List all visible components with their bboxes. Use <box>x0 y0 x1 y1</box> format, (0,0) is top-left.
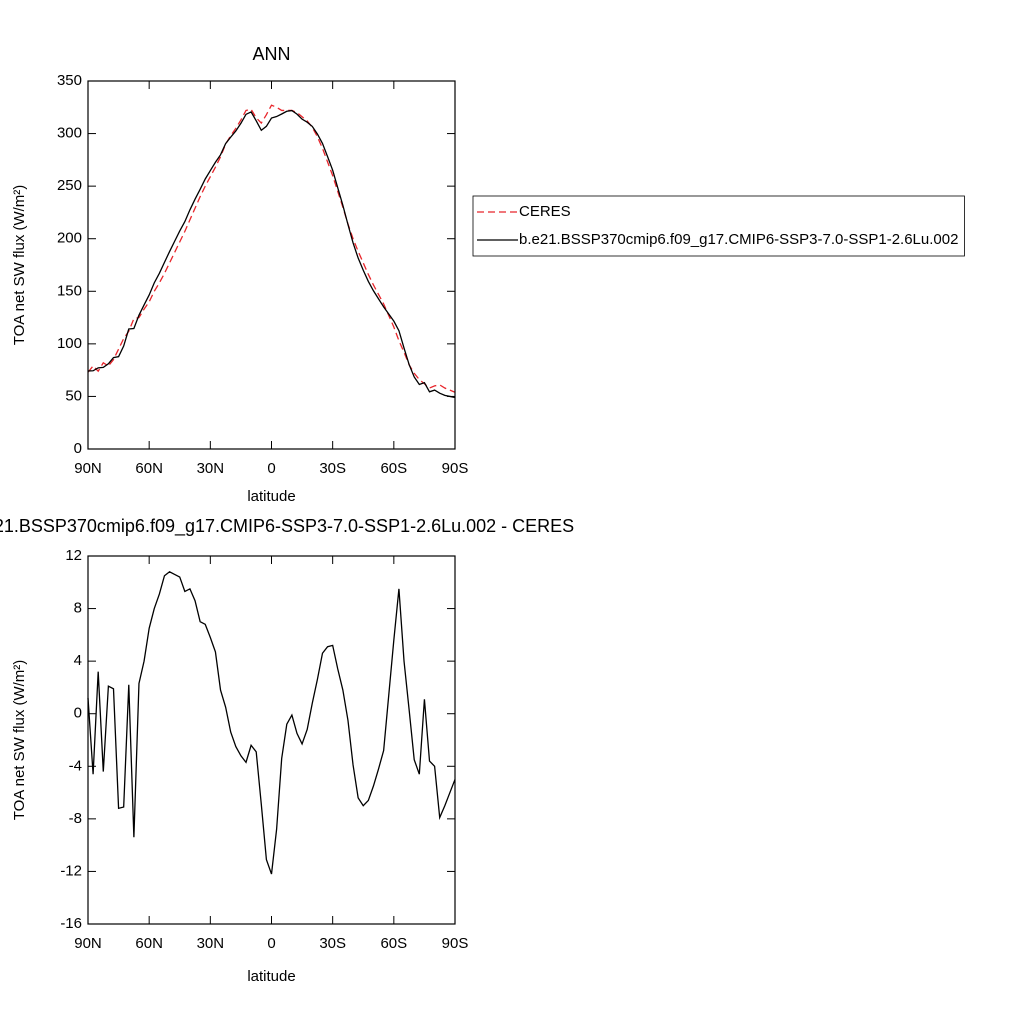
y-tick-label: 250 <box>57 177 82 194</box>
x-tick-label: 90N <box>74 460 102 477</box>
y-tick-label: 100 <box>57 335 82 352</box>
x-tick-label: 60N <box>135 935 163 952</box>
x-tick-label: 0 <box>267 460 275 477</box>
legend: CERES b.e21.BSSP370cmip6.f09_g17.CMIP6-SS… <box>472 195 965 257</box>
legend-label: CERES <box>519 203 571 220</box>
y-axis-label: TOA net SW flux (W/m²) <box>11 660 28 821</box>
y-tick-label: -16 <box>60 915 82 932</box>
x-tick-label: 90S <box>442 460 469 477</box>
series-line <box>87 104 456 393</box>
x-tick-label: 90S <box>442 935 469 952</box>
y-tick-label: 4 <box>74 652 82 669</box>
plot-frame <box>87 80 456 450</box>
y-tick-label: -12 <box>60 862 82 879</box>
y-tick-label: -4 <box>69 757 82 774</box>
y-axis-label: TOA net SW flux (W/m²) <box>11 185 28 346</box>
x-tick-label: 60S <box>380 935 407 952</box>
y-tick-label: 0 <box>74 440 82 457</box>
chart-title: b.e21.BSSP370cmip6.f09_g17.CMIP6-SSP3-7.… <box>0 516 574 537</box>
x-axis-label: latitude <box>247 488 295 505</box>
y-tick-label: -8 <box>69 810 82 827</box>
x-tick-label: 30S <box>319 935 346 952</box>
y-tick-label: 150 <box>57 282 82 299</box>
y-tick-label: 350 <box>57 72 82 89</box>
legend-box <box>472 195 965 257</box>
x-tick-label: 30N <box>197 460 225 477</box>
x-axis-label: latitude <box>247 968 295 985</box>
y-tick-label: 12 <box>65 547 82 564</box>
x-tick-label: 30S <box>319 460 346 477</box>
x-tick-label: 60S <box>380 460 407 477</box>
y-tick-label: 200 <box>57 230 82 247</box>
y-tick-label: 50 <box>65 387 82 404</box>
chart-title: ANN <box>252 44 290 64</box>
y-tick-label: 300 <box>57 125 82 142</box>
legend-label: b.e21.BSSP370cmip6.f09_g17.CMIP6-SSP3-7.… <box>519 231 958 248</box>
x-tick-label: 90N <box>74 935 102 952</box>
series-line <box>87 571 456 875</box>
y-tick-label: 0 <box>74 705 82 722</box>
x-tick-label: 30N <box>197 935 225 952</box>
x-tick-label: 60N <box>135 460 163 477</box>
series-line <box>87 109 456 399</box>
x-tick-label: 0 <box>267 935 275 952</box>
y-tick-label: 8 <box>74 600 82 617</box>
